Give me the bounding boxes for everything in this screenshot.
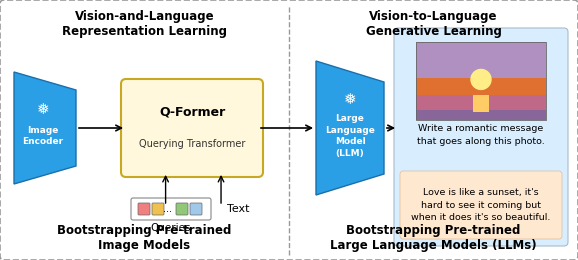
FancyBboxPatch shape — [138, 203, 150, 215]
Text: Love is like a sunset, it's
hard to see it coming but
when it does it's so beaut: Love is like a sunset, it's hard to see … — [412, 188, 551, 222]
Bar — [416, 110, 546, 120]
Bar — [416, 42, 546, 120]
FancyBboxPatch shape — [394, 28, 568, 246]
Circle shape — [471, 69, 491, 89]
Text: ❅: ❅ — [344, 93, 357, 107]
Text: Querying Transformer: Querying Transformer — [139, 139, 245, 149]
Text: Bootstrapping Pre-trained
Large Language Models (LLMs): Bootstrapping Pre-trained Large Language… — [330, 224, 537, 252]
Text: ❅: ❅ — [36, 102, 49, 118]
Text: Vision-and-Language
Representation Learning: Vision-and-Language Representation Learn… — [62, 10, 227, 38]
Text: Large
Language
Model
(LLM): Large Language Model (LLM) — [325, 114, 375, 158]
FancyBboxPatch shape — [176, 203, 188, 215]
Text: ...: ... — [162, 204, 172, 214]
Polygon shape — [316, 61, 384, 195]
Bar — [416, 78, 546, 98]
Text: Queries: Queries — [151, 223, 191, 233]
Text: Bootstrapping Pre-trained
Image Models: Bootstrapping Pre-trained Image Models — [57, 224, 232, 252]
Text: Vision-to-Language
Generative Learning: Vision-to-Language Generative Learning — [365, 10, 502, 38]
FancyBboxPatch shape — [400, 171, 562, 239]
Text: Image
Encoder: Image Encoder — [23, 126, 64, 146]
Text: Q-Former: Q-Former — [159, 106, 225, 119]
Bar — [473, 95, 489, 112]
FancyBboxPatch shape — [152, 203, 164, 215]
Bar — [416, 95, 546, 112]
Text: Write a romantic message
that goes along this photo.: Write a romantic message that goes along… — [417, 124, 545, 146]
Bar — [416, 42, 546, 81]
FancyBboxPatch shape — [121, 79, 263, 177]
Polygon shape — [14, 72, 76, 184]
Text: Text: Text — [227, 204, 250, 214]
FancyBboxPatch shape — [131, 198, 211, 220]
FancyBboxPatch shape — [190, 203, 202, 215]
